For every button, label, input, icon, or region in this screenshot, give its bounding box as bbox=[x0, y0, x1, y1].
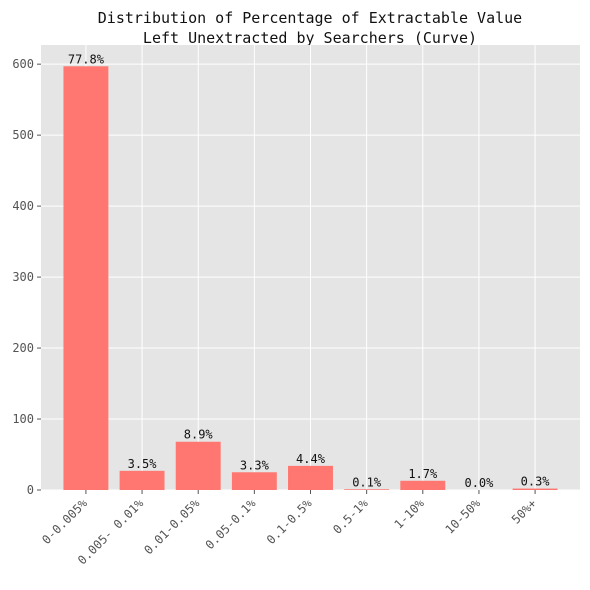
x-tick-label: 0.5-1% bbox=[330, 496, 371, 537]
x-tick-label: 0.05-0.1% bbox=[203, 496, 259, 552]
bar-0.5-1% bbox=[344, 489, 390, 490]
bar-data-label: 3.3% bbox=[240, 458, 270, 472]
y-tick-label: 600 bbox=[12, 57, 34, 71]
bar-data-label: 8.9% bbox=[184, 428, 214, 442]
bar-data-label: 0.3% bbox=[521, 475, 551, 489]
bar-data-label: 0.0% bbox=[464, 476, 494, 490]
y-tick-label: 300 bbox=[12, 270, 34, 284]
bar-data-labels: 77.8% 3.5% 8.9% 3.3% 4.4% 0.1% 1.7% 0.0% 0.3% bbox=[68, 52, 550, 490]
chart-title: Distribution of Percentage of Extractabl… bbox=[98, 9, 522, 47]
bars bbox=[63, 66, 558, 490]
x-tick-label: 0.1-0.5% bbox=[264, 496, 315, 547]
x-tick-label: 0-0.005% bbox=[39, 496, 90, 547]
y-axis-ticks: 0 100 200 300 400 500 600 bbox=[12, 57, 41, 497]
bar-data-label: 4.4% bbox=[296, 452, 326, 466]
y-tick-label: 100 bbox=[12, 412, 34, 426]
x-axis-ticks: 0-0.005%0.005- 0.01%0.01-0.05% 0.05-0.1% 0… bbox=[39, 490, 539, 567]
y-tick-label: 200 bbox=[12, 341, 34, 355]
x-tick-label: 10-50% bbox=[442, 496, 483, 537]
bar-data-label: 3.5% bbox=[128, 457, 158, 471]
chart-title-line: Distribution of Percentage of Extractabl… bbox=[98, 9, 522, 27]
x-tick-label: 50%+ bbox=[509, 496, 539, 526]
y-tick-label: 500 bbox=[12, 128, 34, 142]
y-tick-label: 400 bbox=[12, 199, 34, 213]
bar-data-label: 0.1% bbox=[352, 475, 382, 489]
bar-0.01-0.05% bbox=[175, 441, 221, 490]
bar-0.1-0.5% bbox=[288, 465, 333, 490]
bar-0.05-0.1% bbox=[231, 472, 277, 490]
bar-50%+ bbox=[512, 488, 558, 490]
chart-title-line: Left Unextracted by Searchers (Curve) bbox=[143, 29, 477, 47]
bar-data-label: 77.8% bbox=[68, 52, 105, 66]
bar-data-label: 1.7% bbox=[408, 467, 438, 481]
bar-0.005- 0.01% bbox=[119, 470, 165, 490]
x-tick-label: 1-10% bbox=[391, 496, 427, 532]
y-tick-label: 0 bbox=[27, 483, 34, 497]
bar-0-0.005% bbox=[63, 66, 109, 490]
bar-1-10% bbox=[400, 480, 446, 490]
x-tick-label: 0.01-0.05% bbox=[141, 496, 203, 558]
